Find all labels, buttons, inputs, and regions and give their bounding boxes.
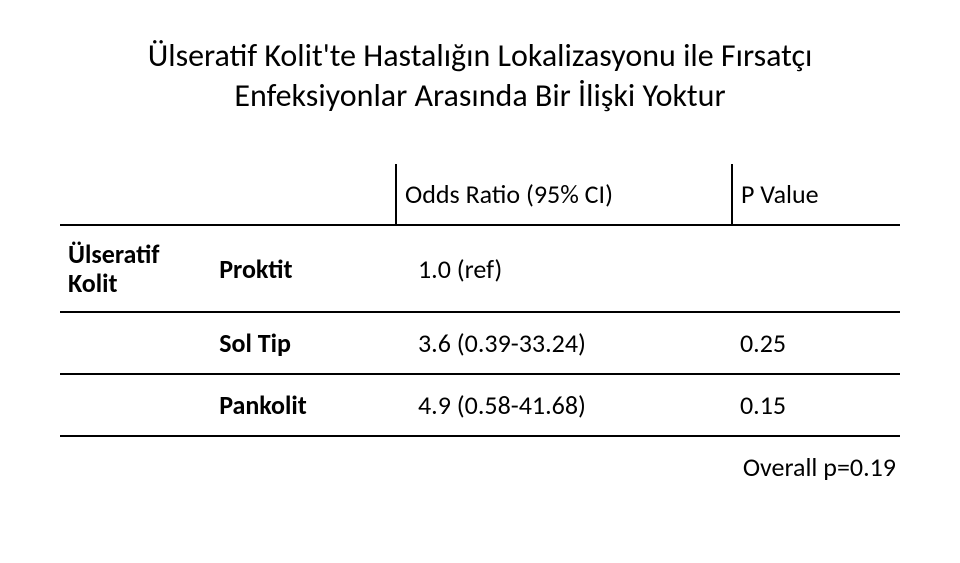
cell-soltip-blank bbox=[60, 312, 211, 374]
cell-pankolit-cat: Pankolit bbox=[211, 374, 396, 436]
header-blank-1 bbox=[60, 164, 211, 225]
rowgroup-label-line2: Kolit bbox=[68, 267, 118, 299]
slide-title: Ülseratif Kolit'te Hastalığın Lokalizasy… bbox=[60, 36, 900, 116]
header-odds-ratio: Odds Ratio (95% CI) bbox=[396, 164, 732, 225]
cell-proktit-or: 1.0 (ref) bbox=[396, 225, 732, 312]
table-header-row: Odds Ratio (95% CI) P Value bbox=[60, 164, 900, 225]
cell-pankolit-or: 4.9 (0.58-41.68) bbox=[396, 374, 732, 436]
row-overall: Overall p=0.19 bbox=[60, 436, 900, 497]
row-pankolit: Pankolit 4.9 (0.58-41.68) 0.15 bbox=[60, 374, 900, 436]
row-soltip: Sol Tip 3.6 (0.39-33.24) 0.25 bbox=[60, 312, 900, 374]
row-proktit: Ülseratif Kolit Proktit 1.0 (ref) bbox=[60, 225, 900, 312]
cell-soltip-p: 0.25 bbox=[732, 312, 900, 374]
rowgroup-label-line1: Ülseratif bbox=[68, 238, 160, 270]
cell-soltip-cat: Sol Tip bbox=[211, 312, 396, 374]
rowgroup-label: Ülseratif Kolit bbox=[60, 225, 211, 312]
cell-soltip-or: 3.6 (0.39-33.24) bbox=[396, 312, 732, 374]
header-p-value: P Value bbox=[732, 164, 900, 225]
cell-proktit-p bbox=[732, 225, 900, 312]
cell-pankolit-p: 0.15 bbox=[732, 374, 900, 436]
title-line-2: Enfeksiyonlar Arasında Bir İlişki Yoktur bbox=[234, 76, 725, 115]
cell-pankolit-blank bbox=[60, 374, 211, 436]
title-line-1: Ülseratif Kolit'te Hastalığın Lokalizasy… bbox=[148, 36, 813, 75]
header-blank-2 bbox=[211, 164, 396, 225]
overall-p: Overall p=0.19 bbox=[60, 436, 900, 497]
slide: Ülseratif Kolit'te Hastalığın Lokalizasy… bbox=[0, 0, 960, 563]
cell-proktit-cat: Proktit bbox=[211, 225, 396, 312]
results-table: Odds Ratio (95% CI) P Value Ülseratif Ko… bbox=[60, 164, 900, 497]
